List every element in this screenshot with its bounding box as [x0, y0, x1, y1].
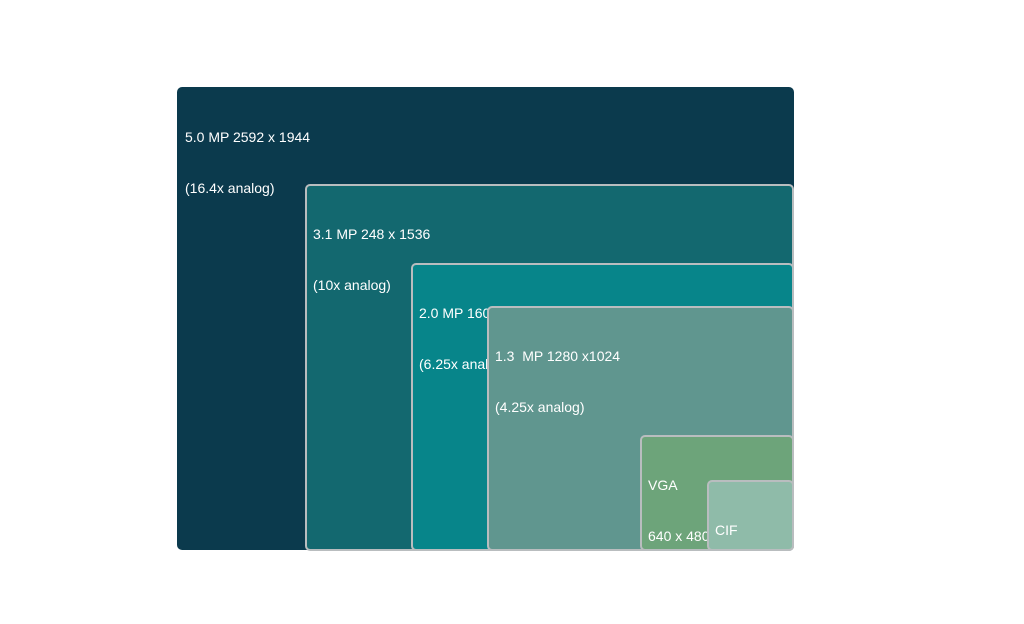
resolution-detail-3mp: (10x analog) — [313, 277, 391, 293]
resolution-title-5mp: 5.0 MP 2592 x 1944 — [185, 129, 311, 145]
resolution-detail-5mp: (16.4x analog) — [185, 180, 275, 196]
resolution-title-1-3mp: 1.3 MP 1280 x1024 — [495, 348, 621, 364]
resolution-label-cif: CIF 352x 288 — [715, 488, 773, 624]
resolution-label-5mp: 5.0 MP 2592 x 1944 (16.4x analog) — [185, 95, 310, 231]
resolution-label-1-3mp: 1.3 MP 1280 x1024 (4.25x analog) — [495, 314, 620, 450]
resolution-title-3mp: 3.1 MP 248 x 1536 — [313, 226, 431, 242]
resolution-title-cif: CIF — [715, 522, 738, 538]
resolution-title-vga: VGA — [648, 477, 678, 493]
resolution-label-3mp: 3.1 MP 248 x 1536 (10x analog) — [313, 192, 430, 328]
resolution-label-vga: VGA 640 x 480 — [648, 443, 710, 579]
resolution-box-cif: CIF 352x 288 — [707, 480, 794, 589]
resolution-detail-vga: 640 x 480 — [648, 528, 710, 544]
resolution-detail-1-3mp: (4.25x analog) — [495, 399, 585, 415]
